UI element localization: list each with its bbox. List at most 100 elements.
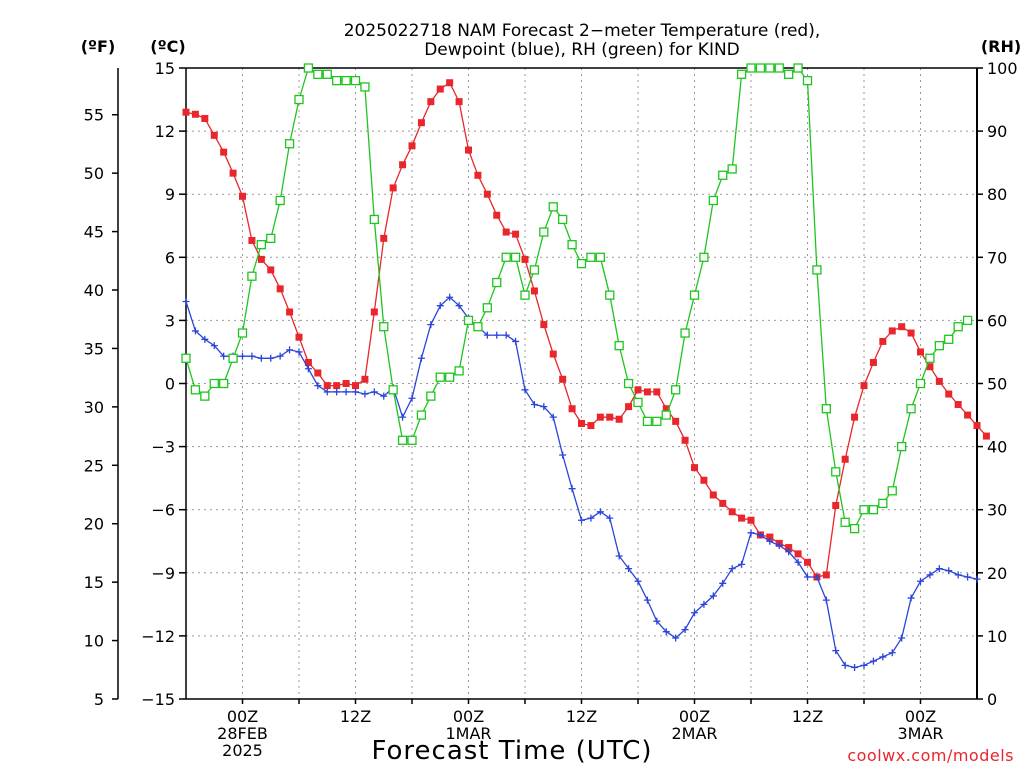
rh-point xyxy=(605,290,615,300)
fahrenheit-tick-label: 40 xyxy=(84,281,104,300)
temperature-point xyxy=(399,161,407,169)
rh-point xyxy=(341,75,351,86)
dewpoint-point xyxy=(220,352,228,360)
grid-lines xyxy=(186,68,977,699)
rh-point xyxy=(256,240,266,250)
dewpoint-point xyxy=(417,354,425,362)
temperature-point xyxy=(662,405,670,413)
rh-point xyxy=(209,378,219,389)
temperature-point xyxy=(417,119,425,127)
rh-point xyxy=(784,69,794,79)
celsius-tick-label: −15 xyxy=(141,690,175,709)
rh-tick-label: 100 xyxy=(987,59,1018,78)
rh-point xyxy=(548,202,558,212)
rh-point xyxy=(247,271,257,281)
rh-point xyxy=(821,404,831,414)
temperature-point xyxy=(700,476,708,484)
dewpoint-point xyxy=(530,401,538,409)
temperature-point xyxy=(286,308,294,316)
x-tick-label: 3MAR xyxy=(897,724,943,743)
temperature-point xyxy=(352,382,359,390)
temperature-point xyxy=(229,169,237,177)
temperature-point xyxy=(427,98,435,106)
celsius-tick-label: 3 xyxy=(165,311,175,330)
temperature-point xyxy=(436,85,444,93)
dewpoint-point xyxy=(512,337,520,345)
dewpoint-point xyxy=(700,600,708,608)
rh-point xyxy=(303,63,314,73)
dewpoint-point xyxy=(888,649,896,657)
title-line-1: 2025022718 NAM Forecast 2−meter Temperat… xyxy=(344,21,821,41)
temperature-point xyxy=(549,350,557,358)
rh-point xyxy=(237,328,248,338)
temperature-point xyxy=(587,422,595,430)
dewpoint-point xyxy=(210,342,218,350)
celsius-tick-label: −9 xyxy=(151,564,175,583)
rh-point xyxy=(859,505,869,515)
rh-point xyxy=(266,233,276,244)
temperature-point xyxy=(898,323,906,331)
rh-point xyxy=(284,139,295,149)
rh-point xyxy=(595,252,605,262)
temperature-point xyxy=(483,190,491,198)
rh-point xyxy=(661,410,671,420)
rh-point xyxy=(934,340,944,351)
fahrenheit-tick-label: 15 xyxy=(84,573,104,592)
dewpoint-point xyxy=(408,394,416,402)
dewpoint-point xyxy=(493,331,501,339)
temperature-point xyxy=(917,348,924,356)
fahrenheit-tick-label: 5 xyxy=(94,690,104,709)
rh-point xyxy=(887,486,897,496)
temperature-point xyxy=(634,386,642,394)
rh-point xyxy=(623,378,634,389)
rh-point xyxy=(614,340,624,351)
celsius-tick-label: 6 xyxy=(165,248,175,267)
dewpoint-point xyxy=(860,661,868,669)
rh-point xyxy=(708,195,718,206)
temperature-point xyxy=(239,192,246,200)
rh-point xyxy=(510,252,521,262)
x-tick-label: 28FEB xyxy=(217,724,268,743)
rh-point xyxy=(473,322,483,332)
rh-point xyxy=(755,63,766,73)
dewpoint-point xyxy=(907,594,915,602)
dewpoint-point xyxy=(267,354,275,362)
dewpoint-point xyxy=(239,352,246,360)
temperature-point xyxy=(982,432,990,440)
dewpoint-point xyxy=(879,653,887,661)
temperature-point xyxy=(380,234,388,242)
rh-tick-label: 80 xyxy=(987,185,1007,204)
temperature-point xyxy=(314,369,322,377)
dewpoint-point xyxy=(785,548,793,556)
temperature-point xyxy=(719,499,727,507)
rh-point xyxy=(906,404,916,414)
rh-point xyxy=(652,416,662,427)
dewpoint-point xyxy=(662,628,670,636)
dewpoint-point xyxy=(973,575,981,583)
temperature-point xyxy=(502,228,510,236)
rh-point xyxy=(275,195,285,206)
temperature-point xyxy=(964,411,972,419)
dewpoint-point xyxy=(370,388,378,396)
rh-point xyxy=(925,353,935,363)
temperature-point xyxy=(625,403,633,411)
rh-point xyxy=(567,240,577,250)
series-dewpoint xyxy=(182,293,981,671)
temperature-point xyxy=(879,337,887,345)
temperature-point xyxy=(841,455,849,463)
temperature-point xyxy=(257,255,265,263)
fahrenheit-tick-label: 50 xyxy=(84,164,104,183)
dewpoint-point xyxy=(201,335,209,343)
series-rh xyxy=(181,63,973,534)
dewpoint-point xyxy=(352,388,359,396)
temperature-point xyxy=(248,236,256,244)
temperature-point xyxy=(201,114,209,122)
rh-point xyxy=(463,315,474,326)
rh-point xyxy=(369,214,379,225)
temperature-point xyxy=(888,327,896,335)
temperature-point xyxy=(832,501,840,509)
x-tick-label: 00Z xyxy=(453,707,484,726)
dewpoint-point xyxy=(719,579,727,587)
dewpoint-point xyxy=(333,388,341,396)
rh-point xyxy=(492,277,502,288)
